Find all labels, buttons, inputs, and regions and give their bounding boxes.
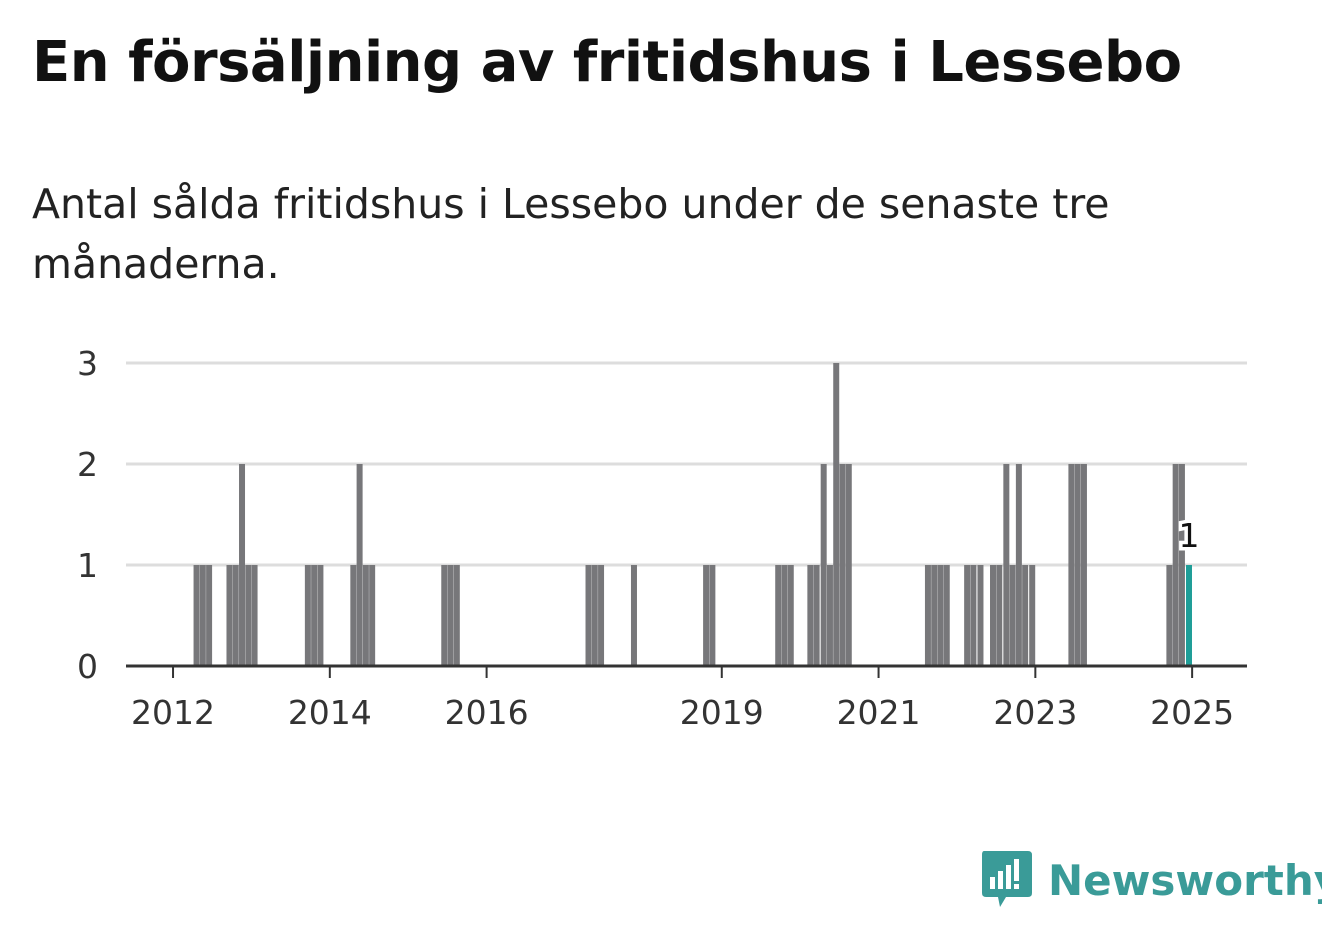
bar — [787, 565, 794, 666]
bar — [350, 565, 357, 666]
bar — [317, 565, 324, 666]
bar — [781, 565, 788, 666]
bar-chart: 0 1 2 3 2012 2014 2016 2019 2021 2023 2025 1 — [77, 344, 1247, 732]
bar — [1178, 464, 1185, 666]
bar — [1068, 464, 1075, 666]
x-tick-label: 2025 — [1150, 693, 1234, 732]
bar — [807, 565, 814, 666]
y-tick-label: 1 — [77, 546, 98, 585]
brand-name: Newsworthy — [1048, 855, 1322, 905]
bar — [304, 565, 311, 666]
bar — [970, 565, 977, 666]
bar — [206, 565, 213, 666]
bar — [226, 565, 233, 666]
bar — [977, 565, 984, 666]
newsworthy-logo: Newsworthy — [980, 850, 1322, 910]
bar — [1166, 565, 1173, 666]
bar-highlighted — [1185, 565, 1192, 666]
bar — [1003, 464, 1010, 666]
bar — [990, 565, 997, 666]
highlight-value-label: 1 — [1178, 516, 1199, 555]
bar — [996, 565, 1003, 666]
bar — [199, 565, 206, 666]
bar — [943, 565, 950, 666]
bar — [839, 464, 846, 666]
bar — [833, 363, 840, 666]
y-tick-label: 3 — [77, 344, 98, 383]
bar — [775, 565, 782, 666]
bar — [369, 565, 376, 666]
bar — [630, 565, 637, 666]
bar — [820, 464, 827, 666]
bar — [585, 565, 592, 666]
bar — [703, 565, 710, 666]
newsworthy-icon — [982, 851, 1032, 907]
chart-title: En försäljning av fritidshus i Lessebo — [32, 30, 1182, 95]
bar — [931, 565, 938, 666]
bar — [1080, 464, 1087, 666]
x-tick-label: 2019 — [680, 693, 764, 732]
bar — [845, 464, 852, 666]
bar — [251, 565, 258, 666]
x-tick-label: 2014 — [288, 693, 372, 732]
bar — [447, 565, 454, 666]
bar — [245, 565, 252, 666]
bar — [441, 565, 448, 666]
bar — [1172, 464, 1179, 666]
bar — [964, 565, 971, 666]
bar — [826, 565, 833, 666]
y-tick-label: 0 — [77, 647, 98, 686]
x-tick-label: 2023 — [993, 693, 1077, 732]
bar — [1029, 565, 1036, 666]
bar — [362, 565, 369, 666]
y-tick-label: 2 — [77, 445, 98, 484]
bar — [709, 565, 716, 666]
bar — [598, 565, 605, 666]
bar — [193, 565, 200, 666]
bar — [311, 565, 318, 666]
x-tick-label: 2016 — [445, 693, 529, 732]
bar — [239, 464, 246, 666]
bar — [1074, 464, 1081, 666]
bar — [232, 565, 239, 666]
bar — [1015, 464, 1022, 666]
bar — [937, 565, 944, 666]
bar — [813, 565, 820, 666]
bar — [924, 565, 931, 666]
bar — [1009, 565, 1016, 666]
bar — [356, 464, 363, 666]
bar — [591, 565, 598, 666]
bar — [1022, 565, 1029, 666]
x-tick-label: 2021 — [837, 693, 921, 732]
x-tick-label: 2012 — [131, 693, 215, 732]
chart-subtitle: Antal sålda fritidshus i Lessebo under d… — [32, 180, 1110, 288]
bar — [453, 565, 460, 666]
